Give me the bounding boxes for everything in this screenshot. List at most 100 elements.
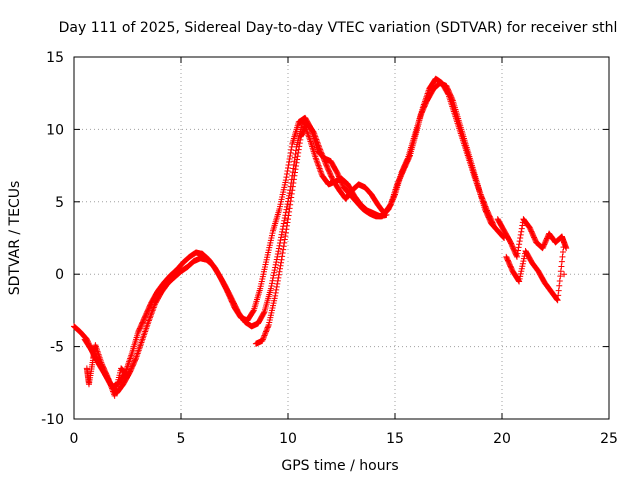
data-point xyxy=(295,146,302,153)
data-point xyxy=(386,203,393,210)
x-tick-label: 5 xyxy=(177,431,186,447)
data-point xyxy=(406,153,413,160)
data-point xyxy=(305,133,312,140)
data-point xyxy=(518,265,525,272)
data-point xyxy=(513,253,520,260)
data-point xyxy=(314,161,321,168)
data-point xyxy=(560,244,567,251)
data-point xyxy=(262,329,269,336)
data-point xyxy=(482,204,489,211)
data-point xyxy=(517,273,524,280)
data-point xyxy=(481,200,488,207)
data-point xyxy=(520,258,527,265)
data-point xyxy=(514,250,521,257)
data-point xyxy=(489,220,496,227)
data-point xyxy=(517,270,524,277)
data-point xyxy=(490,221,497,228)
data-point xyxy=(294,153,301,160)
x-tick-label: 20 xyxy=(493,431,511,447)
data-point xyxy=(481,202,488,209)
data-point xyxy=(320,154,327,161)
data-point xyxy=(316,165,323,172)
data-point xyxy=(278,234,285,241)
data-point xyxy=(288,194,295,201)
data-point xyxy=(515,247,522,254)
data-point xyxy=(318,150,325,157)
data-point xyxy=(280,246,287,253)
data-point xyxy=(286,158,293,165)
data-point xyxy=(312,133,319,140)
data-point xyxy=(290,179,297,186)
data-point xyxy=(104,374,111,381)
data-point xyxy=(313,158,320,165)
x-tick-label: 0 xyxy=(70,431,79,447)
sat-trace-f xyxy=(83,271,568,399)
data-point xyxy=(310,129,317,136)
data-point xyxy=(272,264,279,271)
data-point xyxy=(287,201,294,208)
y-axis-label: SDTVAR / TECUs xyxy=(7,181,23,296)
sat-trace-c xyxy=(252,75,497,347)
data-point xyxy=(316,164,323,171)
data-point xyxy=(288,190,295,197)
data-point xyxy=(279,253,286,260)
data-points xyxy=(71,75,570,399)
data-point xyxy=(556,277,563,284)
data-point xyxy=(271,269,278,276)
data-point xyxy=(292,166,299,173)
sat-trace-d xyxy=(494,216,570,260)
data-point xyxy=(124,372,131,379)
data-point xyxy=(320,155,327,162)
data-point xyxy=(319,151,326,158)
data-point xyxy=(284,201,291,208)
data-point xyxy=(287,149,294,156)
data-point xyxy=(268,283,275,290)
data-point xyxy=(517,235,524,241)
data-point xyxy=(479,195,486,202)
data-point xyxy=(554,296,561,303)
data-point xyxy=(275,248,282,255)
data-point xyxy=(260,335,267,342)
data-point xyxy=(519,263,526,270)
data-point xyxy=(281,239,288,246)
data-point xyxy=(282,177,289,184)
data-point xyxy=(322,159,329,166)
data-point xyxy=(314,140,321,147)
data-point xyxy=(555,287,562,294)
data-point xyxy=(312,135,319,142)
data-point xyxy=(315,142,322,149)
data-point xyxy=(322,161,329,168)
data-point xyxy=(561,271,568,278)
data-point xyxy=(477,191,484,198)
data-point xyxy=(270,272,277,279)
data-point xyxy=(147,313,154,320)
y-tick-labels: -10 -5 0 5 10 15 xyxy=(41,50,64,428)
data-point xyxy=(314,139,321,146)
data-point xyxy=(281,214,288,221)
data-point xyxy=(478,192,485,199)
x-axis-label: GPS time / hours xyxy=(281,458,398,474)
data-point xyxy=(296,143,303,150)
data-point xyxy=(518,225,525,232)
data-point xyxy=(268,280,275,287)
data-point xyxy=(270,275,277,282)
data-point xyxy=(274,280,281,287)
data-point xyxy=(283,203,290,210)
data-point xyxy=(278,256,285,263)
data-point xyxy=(480,198,487,205)
data-point xyxy=(483,206,490,213)
data-point xyxy=(311,132,318,139)
data-point xyxy=(272,289,279,296)
data-point xyxy=(275,274,282,281)
data-point xyxy=(261,331,268,338)
data-point xyxy=(557,268,564,275)
data-point xyxy=(317,146,324,153)
data-point xyxy=(150,305,157,312)
data-point xyxy=(291,169,298,176)
axis-ticks xyxy=(73,56,610,420)
data-point xyxy=(123,371,130,378)
data-point xyxy=(108,384,115,391)
data-point xyxy=(280,243,287,250)
data-point xyxy=(145,317,152,324)
